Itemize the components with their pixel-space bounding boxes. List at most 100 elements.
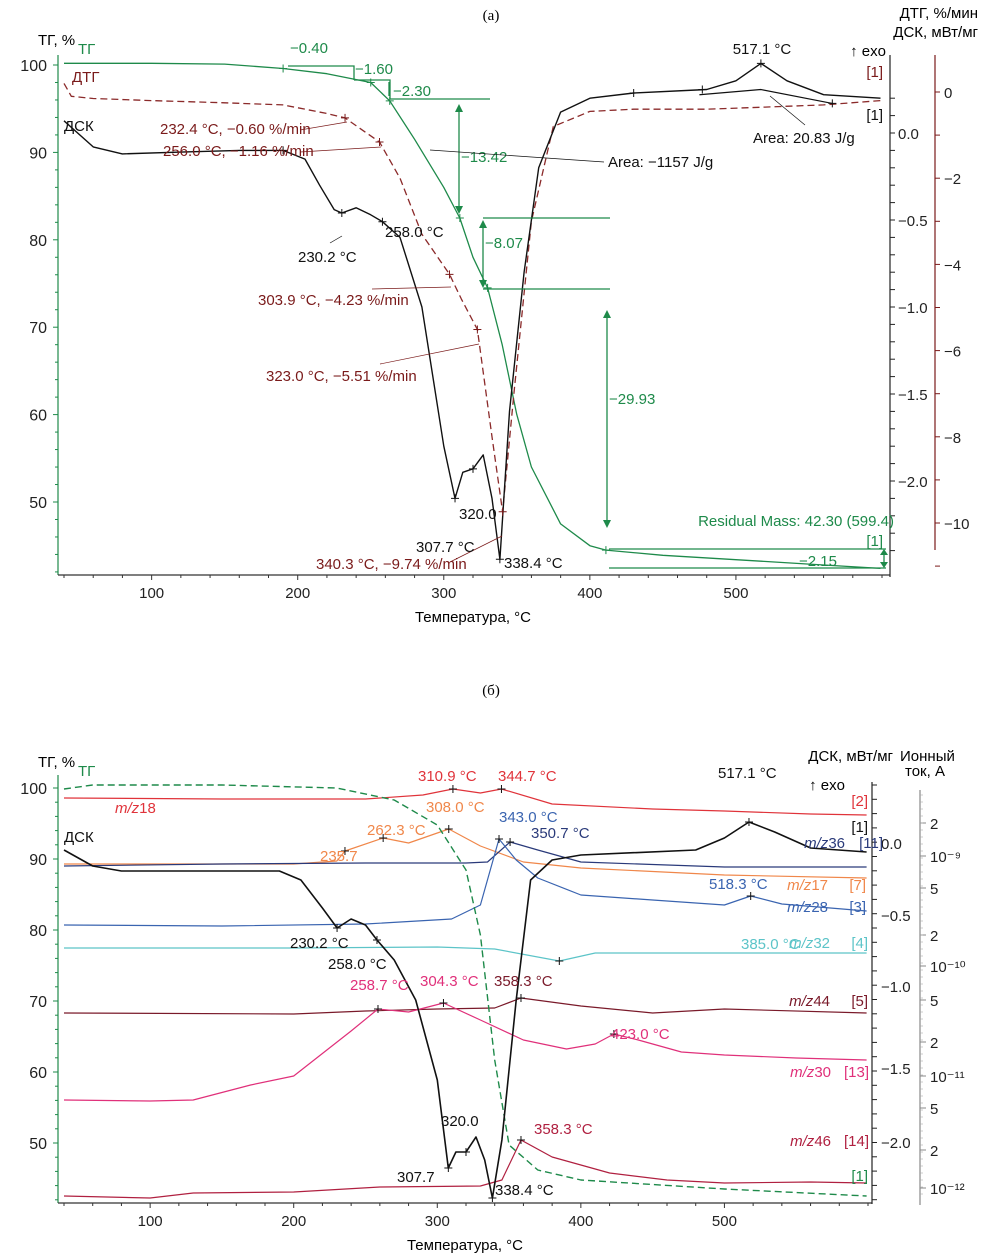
a-dsc-series-label: ДСК (64, 118, 94, 135)
a-series-tg (64, 62, 881, 570)
b-dsc-tick-label: 0.0 (881, 836, 902, 853)
a-dsc-point-label: 307.7 °C (416, 539, 475, 556)
a-dsc-labels: ДСК 230.2 °C 258.0 °C 307.7 °C 320.0 338… (64, 41, 883, 572)
a-step-label: −1.60 (355, 61, 393, 78)
a-dsc-marker (629, 88, 638, 97)
b-peak-label: 235.7 (320, 848, 358, 865)
b-dsc-point-label: 258.0 °C (328, 956, 387, 973)
a-dsc-marker (828, 99, 837, 108)
b-exo-label: ↑ exo (809, 777, 845, 794)
a-dsc-tick-label: 0.0 (898, 126, 919, 143)
a-dtg-tick-label: −8 (944, 430, 961, 447)
a-x-tick-label: 500 (723, 585, 748, 602)
b-series-tag: [13] (844, 1064, 869, 1081)
a-tg-arrowheads (455, 104, 888, 568)
a-x-tick-label: 400 (577, 585, 602, 602)
a-dsc-marker (378, 217, 387, 226)
a-dtg-seg-label: [1] (866, 64, 883, 81)
a-dsc-seg-label: [1] (866, 107, 883, 124)
a-step-label: −29.93 (609, 391, 655, 408)
b-series-label-mz17: m/z17 (787, 877, 828, 894)
b-peak-marker (744, 818, 753, 826)
a-tg-seg-label: [1] (866, 533, 883, 550)
b-ion-tick-label: 2 (930, 816, 938, 833)
b-x-tick-label: 300 (425, 1213, 450, 1230)
b-peak-marker (516, 994, 525, 1002)
b-peak-marker (555, 957, 564, 965)
a-dtg-tick-label: −4 (944, 257, 961, 274)
a-dtg-labels: ДТГ 232.4 °C, −0.60 %/min 256.0 °C, −1.1… (72, 64, 883, 573)
a-dtg-point-label: 303.9 °C, −4.23 %/min (258, 292, 409, 309)
b-peak-label: 358.3 °C (494, 973, 553, 990)
b-series-label-mz30: m/z30 (790, 1064, 831, 1081)
b-left-tick-label: 100 (20, 781, 47, 798)
b-peak-marker (444, 1164, 453, 1172)
b-series-label-mz32: m/z32 (789, 935, 830, 952)
a-step-label: −2.30 (393, 83, 431, 100)
b-dsc-tick-label: −1.0 (881, 979, 911, 996)
a-dtg-marker (341, 113, 350, 122)
b-series-tag: [11] (859, 835, 883, 852)
a-x-axis-title: Температура, °C (415, 609, 531, 626)
b-peak-label: 258.7 °C (350, 977, 409, 994)
a-tg-marker (455, 213, 464, 222)
b-series-mz18 (63, 788, 867, 816)
a-dtg-axis-title: ДТГ, %/мин (900, 5, 978, 22)
b-dsc-point-label: 230.2 °C (290, 935, 349, 952)
b-ion-tick-label: 2 (930, 1035, 938, 1052)
b-series-tag: [3] (849, 899, 866, 916)
b-x-tick-label: 100 (138, 1213, 163, 1230)
b-ion-tick-label: 2 (930, 928, 938, 945)
b-series-label-mz36: m/z36 (804, 835, 845, 852)
a-dsc-marker (756, 59, 765, 68)
b-series-mz32 (64, 946, 867, 962)
a-dsc-point-label: 517.1 °C (733, 41, 792, 58)
b-dsc-tick-label: −2.0 (881, 1135, 911, 1152)
b-x-axis-title: Температура, °C (407, 1237, 523, 1254)
b-peak-marker (448, 785, 457, 793)
a-dsc-marker (337, 209, 346, 218)
b-series-mz36 (63, 841, 867, 868)
b-peak-marker (439, 999, 448, 1007)
a-dsc-marker (495, 555, 504, 564)
b-peak-label: 310.9 °C (418, 768, 477, 785)
a-exo-label: ↑ exo (850, 43, 886, 60)
b-dsc-point-label: 338.4 °C (495, 1182, 554, 1199)
a-step-label: −8.07 (485, 235, 523, 252)
a-dsc-tick-label: −2.0 (898, 474, 928, 491)
a-dsc-marker (279, 146, 288, 155)
a-left-tick-label: 60 (29, 408, 47, 425)
b-series-mz28 (63, 838, 867, 927)
b-ion-tick-label: 10⁻⁹ (930, 849, 961, 866)
a-series-dtg (63, 83, 881, 513)
panel-b-label: (б) (482, 683, 500, 699)
b-series-mz46 (63, 1139, 867, 1199)
b-peak-label: 358.3 °C (534, 1121, 593, 1138)
a-left-tick-label: 50 (29, 495, 47, 512)
b-dsc-tick-label: −1.5 (881, 1061, 911, 1078)
a-residual-mass: Residual Mass: 42.30 (599.4) (698, 513, 894, 530)
a-dsc-axis-title: ДСК, мВт/мг (893, 24, 978, 41)
a-tg-marker (483, 283, 492, 292)
b-peak-marker (340, 847, 349, 855)
b-peak-label: 308.0 °C (426, 799, 485, 816)
b-series-label-mz44: m/z44 (789, 993, 830, 1010)
b-peak-label: 304.3 °C (420, 973, 479, 990)
b-x-tick-label: 200 (281, 1213, 306, 1230)
a-x-tick-label: 200 (285, 585, 310, 602)
b-peak-label: 423.0 °C (611, 1026, 670, 1043)
b-series-tag: [5] (851, 993, 868, 1010)
panel-a-chart: 100 200 300 400 50050607080901000.0−0.5−1.0−… (20, 5, 978, 626)
b-left-tick-label: 90 (29, 852, 47, 869)
b-dsc-point-label: 307.7 (397, 1169, 435, 1186)
a-dsc-tick-label: −0.5 (898, 213, 928, 230)
a-dsc-baseline (699, 88, 833, 105)
b-peak-marker (495, 835, 504, 843)
b-peak-label: 262.3 °C (367, 822, 426, 839)
b-series-tag: [7] (849, 877, 866, 894)
a-dtg-marker (473, 325, 482, 334)
b-peak-marker (333, 924, 342, 932)
b-series-tag: [4] (851, 935, 868, 952)
b-series-tag: [2] (851, 793, 868, 810)
